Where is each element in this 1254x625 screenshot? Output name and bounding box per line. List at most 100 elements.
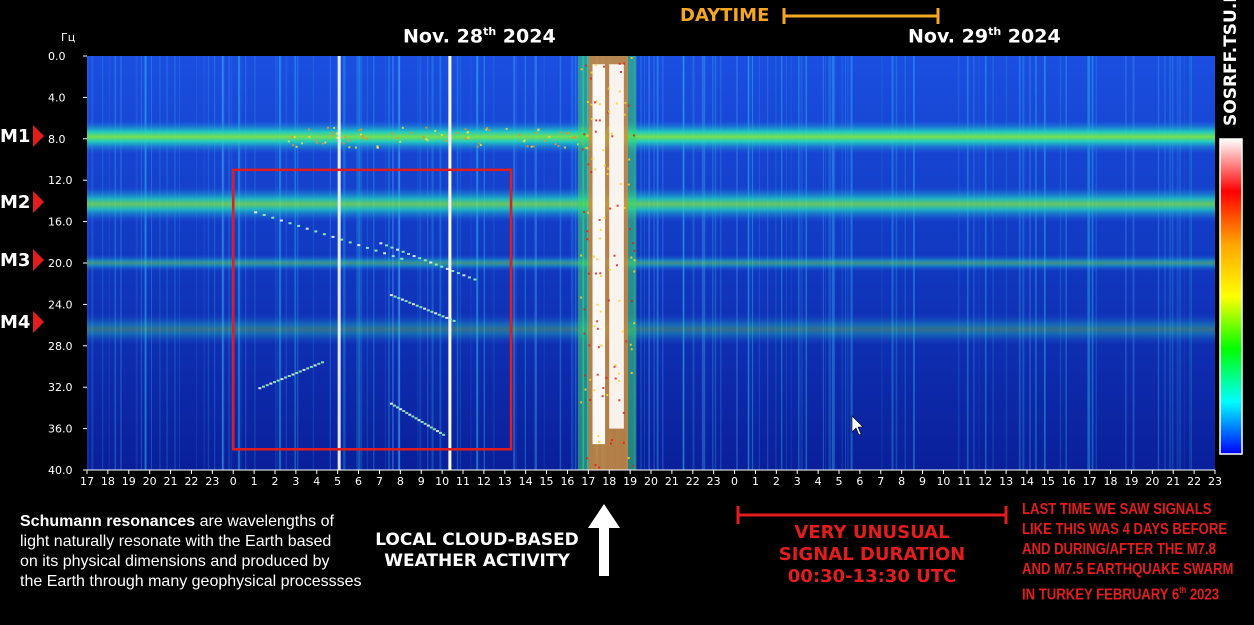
x-tick-label: 22	[686, 475, 700, 488]
burst-speck	[594, 101, 596, 104]
y-tick-label: 4.0	[48, 91, 66, 104]
y-unit-label: Гц	[61, 31, 75, 44]
x-tick-label: 9	[418, 475, 425, 488]
trace-dot	[340, 238, 344, 241]
y-tick-label: 24.0	[48, 298, 73, 311]
trace-dot	[462, 274, 466, 277]
y-tick-label: 32.0	[48, 381, 73, 394]
x-tick-label: 2	[272, 475, 279, 488]
hotspot-dot	[342, 142, 345, 145]
x-tick-label: 20	[143, 475, 157, 488]
trace-dot	[437, 313, 441, 316]
burst-speck	[621, 330, 624, 333]
burst-speck	[618, 399, 621, 402]
burst-speck	[588, 344, 591, 347]
hotspot-dot	[399, 140, 402, 143]
hotspot-dot	[479, 144, 482, 146]
trace-dot	[321, 361, 324, 364]
trace-dot	[269, 382, 273, 385]
burst-speck	[614, 377, 617, 380]
burst-speck	[595, 64, 598, 67]
trace-dot	[402, 410, 406, 412]
trace-dot	[400, 298, 404, 301]
burst-speck	[606, 173, 609, 176]
trace-dot	[405, 411, 409, 414]
x-tick-label: 16	[1062, 475, 1076, 488]
resonance-band-m4	[87, 313, 1215, 345]
x-tick-label: 21	[164, 475, 178, 488]
burst-speck	[598, 218, 601, 221]
x-tick-label: 19	[122, 475, 136, 488]
hotspot-dot	[293, 136, 296, 139]
burst-speck	[587, 211, 590, 214]
burst-speck	[602, 387, 605, 389]
trace-dot	[390, 246, 394, 249]
burst-speck	[627, 183, 630, 186]
daytime-label: DAYTIME	[680, 5, 770, 26]
trace-dot	[305, 227, 309, 230]
burst-speck	[633, 322, 636, 325]
x-tick-label: 17	[80, 475, 94, 488]
burst-speck	[598, 466, 600, 469]
burst-speck	[589, 77, 592, 80]
hotspot-dot	[321, 142, 324, 145]
burst-speck	[606, 167, 609, 170]
x-tick-label: 3	[292, 475, 299, 488]
hotspot-dot	[526, 145, 529, 148]
x-tick-label: 6	[856, 475, 863, 488]
burst-speck	[580, 296, 582, 299]
hotspot-dot	[347, 139, 350, 142]
trace-dot	[313, 364, 317, 367]
hotspot-dot	[354, 146, 357, 149]
trace-dot	[439, 431, 442, 434]
hotspot-dot	[537, 129, 540, 132]
burst-speck	[590, 117, 593, 120]
burst-speck	[618, 380, 621, 383]
burst-speck	[600, 275, 603, 278]
bright-line-1	[448, 56, 452, 470]
trace-dot	[276, 379, 280, 382]
y-tick-label: 16.0	[48, 216, 73, 229]
hotspot-dot	[327, 126, 329, 129]
hotspot-dot	[360, 128, 363, 131]
burst-speck	[613, 254, 616, 257]
hotspot-dot	[485, 128, 488, 131]
trace-dot	[258, 387, 262, 390]
hotspot-dot	[574, 136, 577, 139]
burst-speck	[583, 210, 586, 213]
trace-dot	[418, 257, 422, 260]
hotspot-dot	[361, 135, 363, 138]
hotspot-dot	[292, 144, 294, 147]
burst-speck	[593, 389, 596, 392]
trace-dot	[284, 376, 288, 379]
hotspot-dot	[518, 133, 521, 136]
trace-dot	[385, 244, 388, 247]
trace-dot	[445, 267, 449, 270]
hotspot-dot	[396, 137, 399, 139]
x-tick-label: 12	[978, 475, 992, 488]
trace-dot	[317, 362, 321, 365]
trace-dot	[404, 300, 408, 303]
burst-speck	[587, 163, 590, 166]
x-tick-label: 0	[230, 475, 237, 488]
hotspot-dot	[444, 140, 447, 142]
weather-burst	[577, 56, 637, 470]
hotspot-dot	[358, 129, 361, 132]
y-tick-label: 20.0	[48, 257, 73, 270]
trace-dot	[265, 384, 269, 387]
trace-dot	[423, 422, 427, 425]
burst-speck	[633, 249, 636, 252]
red-arrow-icon	[33, 249, 45, 271]
hotspot-dot	[535, 131, 537, 134]
burst-speck	[586, 238, 589, 241]
trace-dot	[467, 276, 471, 279]
trace-dot	[434, 263, 438, 266]
burst-speck	[602, 149, 605, 152]
hotspot-dot	[476, 145, 479, 148]
hotspot-dot	[478, 142, 481, 145]
hotspot-dot	[330, 134, 333, 137]
x-tick-label: 3	[794, 475, 801, 488]
hotspot-dot	[376, 145, 379, 148]
hotspot-dot	[365, 137, 368, 140]
burst-speck	[592, 255, 595, 258]
